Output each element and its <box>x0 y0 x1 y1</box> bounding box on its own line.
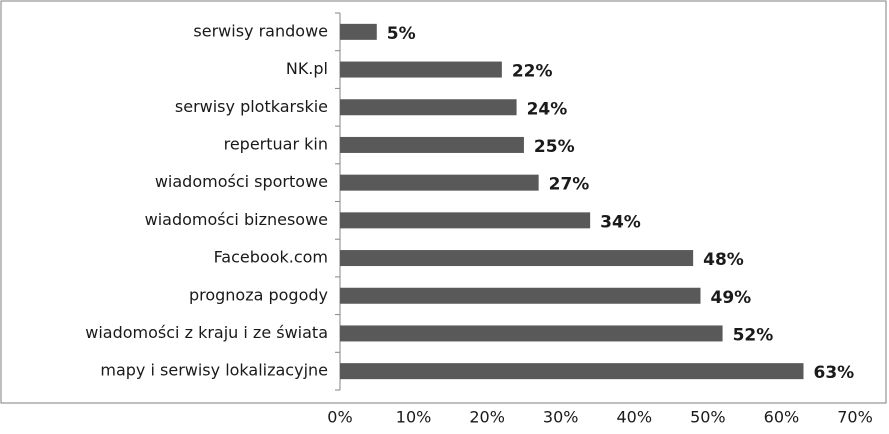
data-label: 27% <box>549 175 590 195</box>
y-tick-label: serwisy plotkarskie <box>175 97 328 116</box>
x-tick-label: 10% <box>396 408 432 427</box>
bar <box>340 212 591 229</box>
x-tick-label: 0% <box>327 408 352 427</box>
y-tick-label: serwisy randowe <box>193 21 328 40</box>
y-tick-label: wiadomości sportowe <box>155 172 328 191</box>
bar <box>340 250 694 267</box>
x-tick-label: 20% <box>469 408 505 427</box>
y-tick-label: mapy i serwisy lokalizacyjne <box>100 361 328 380</box>
x-tick-label: 70% <box>837 408 873 427</box>
data-label: 34% <box>600 212 641 232</box>
data-label: 25% <box>534 137 575 157</box>
data-label: 49% <box>711 288 752 308</box>
bar <box>340 99 517 116</box>
data-label: 63% <box>814 363 855 383</box>
x-tick-label: 60% <box>764 408 800 427</box>
y-tick-label: wiadomości biznesowe <box>145 210 328 229</box>
bar <box>340 61 502 78</box>
x-tick-label: 50% <box>690 408 726 427</box>
y-tick-label: NK.pl <box>286 59 328 78</box>
x-tick-label: 40% <box>617 408 653 427</box>
data-label: 52% <box>733 325 774 345</box>
bar <box>340 136 524 153</box>
data-label: 5% <box>387 24 416 44</box>
bar <box>340 287 701 304</box>
x-tick-label: 30% <box>543 408 579 427</box>
bar <box>340 23 377 40</box>
chart-frame <box>0 0 887 404</box>
data-label: 48% <box>703 250 744 270</box>
data-label: 24% <box>527 99 568 119</box>
y-tick-label: repertuar kin <box>224 134 328 153</box>
y-tick-label: wiadomości z kraju i ze świata <box>85 323 328 342</box>
bar <box>340 363 804 380</box>
bar <box>340 174 539 191</box>
bar <box>340 325 723 342</box>
y-tick-label: Facebook.com <box>214 248 328 267</box>
data-label: 22% <box>512 62 553 82</box>
y-tick-label: prognoza pogody <box>189 285 328 304</box>
